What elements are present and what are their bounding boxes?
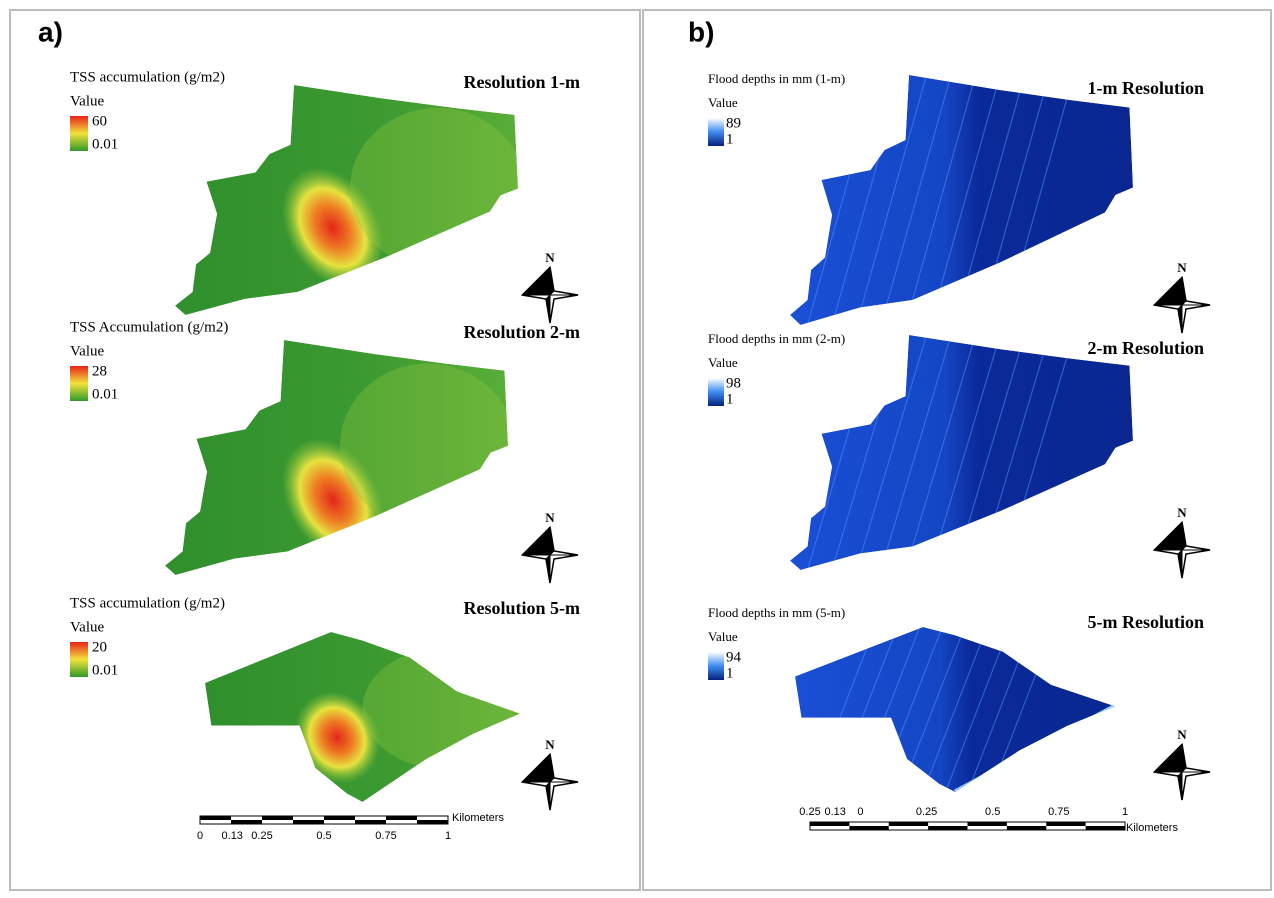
north-label: N xyxy=(545,250,555,265)
scale-segment xyxy=(928,826,967,830)
north-label: N xyxy=(1177,505,1187,520)
legend-title: TSS accumulation (g/m2) xyxy=(70,69,225,85)
legend-subtitle: Value xyxy=(708,355,738,370)
catchment xyxy=(790,335,1133,570)
scale-tick-label: 0.13 xyxy=(824,806,845,818)
resolution-label: 5-m Resolution xyxy=(1088,612,1205,632)
north-arrow-shade xyxy=(1154,744,1210,800)
map: TSS accumulation (g/m2) Value 60 0.01 Resolu… xyxy=(70,69,580,323)
scale-segment xyxy=(200,816,231,820)
north-arrow-shade xyxy=(522,754,578,810)
map-area xyxy=(165,340,515,580)
scale-segment xyxy=(849,826,888,830)
scale-segment xyxy=(324,816,355,820)
resolution-label: 2-m Resolution xyxy=(1088,338,1205,358)
resolution-label: Resolution 2-m xyxy=(464,322,581,342)
map-area xyxy=(205,632,520,802)
scale-segment xyxy=(968,822,1007,826)
resolution-label: Resolution 1-m xyxy=(464,72,581,92)
scale-segment xyxy=(262,816,293,820)
scale-segment xyxy=(231,820,262,824)
legend-min: 0.01 xyxy=(92,662,118,678)
legend-title: TSS Accumulation (g/m2) xyxy=(70,319,228,335)
accumulation-wash xyxy=(350,108,525,269)
legend-title: TSS accumulation (g/m2) xyxy=(70,595,225,611)
scale-segment xyxy=(1046,822,1085,826)
legend-subtitle: Value xyxy=(708,95,738,110)
map-area xyxy=(175,85,525,315)
map: Flood depths in mm (1-m) Value 891 1-m Reso… xyxy=(708,71,1210,333)
map-area xyxy=(790,335,1133,570)
north-label: N xyxy=(1177,727,1187,742)
scale-tick-label: 0.25 xyxy=(916,806,937,818)
scale-segment xyxy=(1086,826,1125,830)
scale-segment xyxy=(293,820,324,824)
scale-tick-label: 1 xyxy=(1122,806,1128,818)
north-arrow-shade xyxy=(522,267,578,323)
scale-tick-label: 0 xyxy=(197,830,203,842)
scale-segment xyxy=(386,816,417,820)
legend-subtitle: Value xyxy=(708,629,738,644)
scale-tick-label: 0 xyxy=(857,806,863,818)
legend-max: 60 xyxy=(92,113,107,129)
legend-subtitle: Value xyxy=(70,343,104,359)
scale-tick-label: 0.13 xyxy=(222,830,243,842)
scale-tick-label: 0.25 xyxy=(799,806,820,818)
north-label: N xyxy=(545,510,555,525)
north-arrow-shade xyxy=(1154,522,1210,578)
scale-segment xyxy=(355,820,386,824)
legend-min: 1 xyxy=(726,131,734,147)
legend-gradient xyxy=(708,378,724,406)
scale-tick-label: 0.25 xyxy=(251,830,272,842)
catchment xyxy=(790,75,1133,325)
scale-tick-label: 0.5 xyxy=(316,830,331,842)
legend-gradient xyxy=(70,116,88,151)
map: TSS accumulation (g/m2) Value 20 0.01 Resolu… xyxy=(70,595,580,810)
legend-min: 0.01 xyxy=(92,386,118,402)
legend-max: 20 xyxy=(92,639,107,655)
legend-title: Flood depths in mm (2-m) xyxy=(708,331,845,346)
map: Flood depths in mm (5-m) Value 941 5-m Reso… xyxy=(708,605,1210,800)
legend-max: 98 xyxy=(726,375,741,391)
north-arrow-shade xyxy=(522,527,578,583)
map: TSS Accumulation (g/m2) Value 28 0.01 Resolu… xyxy=(70,319,580,583)
north-label: N xyxy=(545,737,555,752)
scale-unit: Kilometers xyxy=(452,812,504,824)
resolution-label: Resolution 5-m xyxy=(464,598,581,618)
map-area xyxy=(790,75,1133,325)
legend-gradient xyxy=(70,366,88,401)
legend-gradient xyxy=(708,118,724,146)
accumulation-wash xyxy=(363,649,521,768)
scale-segment xyxy=(810,822,849,826)
legend-min: 1 xyxy=(726,391,734,407)
scale-tick-label: 0.5 xyxy=(985,806,1000,818)
panel-label: a) xyxy=(38,16,63,47)
figure: a) TSS accumulation (g/m2) Value 60 0.01 Reso… xyxy=(0,0,1274,898)
map-area xyxy=(795,627,1115,792)
north-arrow-shade xyxy=(1154,277,1210,333)
legend-min: 1 xyxy=(726,665,734,681)
legend-subtitle: Value xyxy=(70,93,104,109)
legend-gradient xyxy=(70,642,88,677)
legend-title: Flood depths in mm (1-m) xyxy=(708,71,845,86)
resolution-label: 1-m Resolution xyxy=(1088,78,1205,98)
scale-segment xyxy=(889,822,928,826)
legend-title: Flood depths in mm (5-m) xyxy=(708,605,845,620)
legend-gradient xyxy=(708,652,724,680)
legend-max: 28 xyxy=(92,363,107,379)
panel-label: b) xyxy=(688,16,714,47)
scale-segment xyxy=(417,820,448,824)
legend-min: 0.01 xyxy=(92,136,118,152)
scale-tick-label: 0.75 xyxy=(1048,806,1069,818)
scale-tick-label: 1 xyxy=(445,830,451,842)
scale-segment xyxy=(1007,826,1046,830)
legend-subtitle: Value xyxy=(70,619,104,635)
legend-max: 94 xyxy=(726,649,742,665)
map: Flood depths in mm (2-m) Value 981 2-m Reso… xyxy=(708,331,1210,578)
accumulation-wash xyxy=(340,364,515,529)
scale-tick-label: 0.75 xyxy=(375,830,396,842)
legend-max: 89 xyxy=(726,115,741,131)
north-label: N xyxy=(1177,260,1187,275)
scale-unit: Kilometers xyxy=(1126,822,1178,834)
